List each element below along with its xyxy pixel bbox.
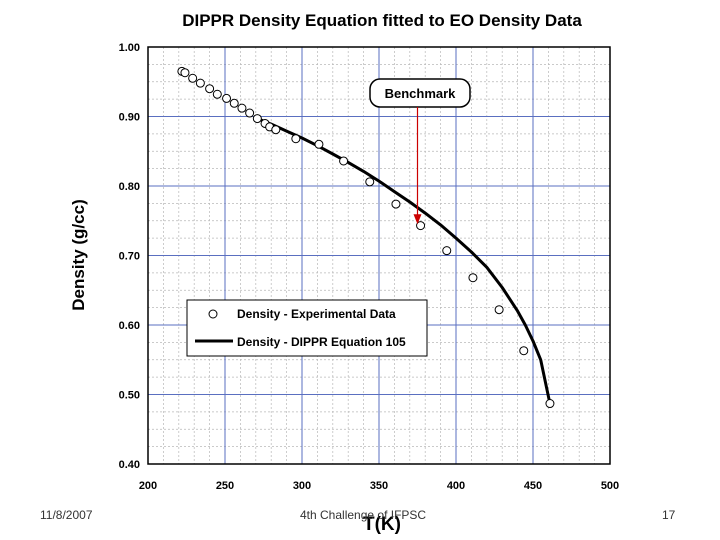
dippr-line-series (255, 116, 552, 404)
data-point (222, 93, 232, 103)
y-tick-label: 0.50 (119, 390, 140, 402)
footer-page-number: 17 (662, 508, 676, 522)
x-tick-label: 200 (139, 480, 157, 492)
x-tick-label: 450 (524, 480, 542, 492)
data-point (365, 177, 375, 187)
data-point (494, 305, 504, 315)
legend-box (186, 299, 428, 357)
y-tick-label: 0.80 (119, 181, 140, 193)
data-point (468, 273, 478, 283)
x-tick-label: 250 (216, 480, 234, 492)
dippr-equation-line (255, 116, 552, 404)
y-tick-label: 1.00 (119, 42, 140, 54)
data-point (205, 84, 215, 94)
data-point (229, 98, 239, 108)
data-point (188, 73, 198, 83)
data-point (442, 246, 452, 256)
data-point (195, 78, 205, 88)
data-point (314, 139, 324, 149)
data-point (180, 68, 190, 78)
data-point (416, 221, 426, 231)
x-tick-label: 300 (293, 480, 311, 492)
benchmark-callout-box (369, 78, 471, 108)
footer-date: 11/8/2007 (40, 508, 93, 522)
x-tick-label: 400 (447, 480, 465, 492)
chart-title: DIPPR Density Equation fitted to EO Dens… (182, 11, 582, 30)
data-point (245, 108, 255, 118)
legend-label-dippr: Density - DIPPR Equation 105 (237, 335, 406, 349)
data-point (291, 134, 301, 144)
x-axis-label: T(K) (363, 514, 401, 535)
benchmark-annotation: Benchmark (369, 78, 471, 225)
data-point (545, 399, 555, 409)
major-gridlines (147, 46, 611, 465)
benchmark-callout-text: Benchmark (385, 86, 457, 101)
data-point (271, 125, 281, 135)
experimental-points-series (177, 66, 555, 409)
footer-event-name: 4th Challenge of IFPSC (300, 508, 427, 522)
y-tick-label: 0.60 (119, 320, 140, 332)
plot-area-frame (147, 46, 611, 465)
x-tick-label: 500 (601, 480, 619, 492)
y-tick-label: 0.90 (119, 112, 140, 124)
y-tick-label: 0.40 (119, 459, 140, 471)
x-tick-label: 350 (370, 480, 388, 492)
benchmark-arrow-head (413, 214, 422, 225)
data-point (212, 89, 222, 99)
y-tick-label: 0.70 (119, 251, 140, 263)
data-point (252, 114, 262, 124)
data-point (339, 156, 349, 166)
legend-marker-circle (208, 309, 218, 319)
data-point (519, 346, 529, 356)
y-axis-label: Density (g/cc) (69, 199, 88, 310)
data-point (237, 103, 247, 113)
data-point (391, 199, 401, 209)
legend-label-experimental: Density - Experimental Data (237, 307, 396, 321)
y-axis-ticks: 0.40 0.50 0.60 0.70 0.80 0.90 1.00 (119, 42, 140, 471)
x-axis-ticks: 200 250 300 350 400 450 500 (139, 480, 619, 492)
chart-legend: Density - Experimental Data Density - DI… (186, 299, 428, 357)
